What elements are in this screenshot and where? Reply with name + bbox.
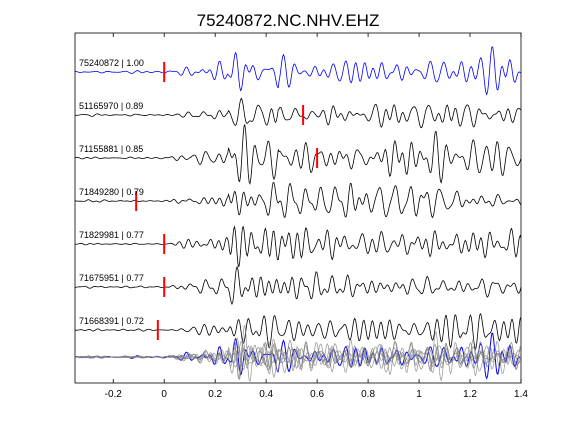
trace-row: 51165970 | 0.89 <box>74 97 522 129</box>
trace-row: 71675951 | 0.77 <box>74 265 522 306</box>
x-tick-label: 0.8 <box>361 389 375 400</box>
trace-row: 75240872 | 1.00 <box>74 46 522 96</box>
trace-waveform <box>74 123 522 185</box>
trace-row: 71155881 | 0.85 <box>74 123 522 185</box>
trace-waveform <box>74 313 522 351</box>
trace-label: 71668391 | 0.72 <box>79 316 144 326</box>
trace-label: 71829981 | 0.77 <box>79 230 144 240</box>
traces-layer: 75240872 | 1.00 51165970 | 0.89 71155881 |… <box>74 46 522 351</box>
trace-row: 71668391 | 0.72 <box>74 313 522 351</box>
trace-waveform <box>74 97 522 129</box>
trace-waveform <box>74 182 522 219</box>
overlay-stack <box>74 324 522 383</box>
x-tick-label: 1 <box>416 389 422 400</box>
plot-area-frame <box>74 32 522 384</box>
trace-row: 71829981 | 0.77 <box>74 225 522 268</box>
trace-label: 51165970 | 0.89 <box>79 101 143 111</box>
trace-label: 71155881 | 0.85 <box>79 144 143 154</box>
trace-label: 75240872 | 1.00 <box>79 58 144 68</box>
overlay-trace <box>74 340 522 377</box>
overlay-trace <box>74 336 522 375</box>
x-tick-label: 1.2 <box>463 389 477 400</box>
trace-waveform <box>74 46 522 96</box>
x-tick-label: 0.6 <box>310 389 324 400</box>
x-tick-label: -0.2 <box>105 389 123 400</box>
trace-label: 71849280 | 0.79 <box>79 187 144 197</box>
trace-waveform <box>74 225 522 268</box>
trace-label: 71675951 | 0.77 <box>79 273 144 283</box>
chart-title: 75240872.NC.NHV.EHZ <box>197 11 380 30</box>
x-tick-label: 1.4 <box>514 389 528 400</box>
x-tick-label: 0 <box>161 389 167 400</box>
trace-row: 71849280 | 0.79 <box>74 182 522 219</box>
trace-waveform <box>74 265 522 306</box>
x-tick-label: 0.4 <box>259 389 273 400</box>
x-axis: -0.2 0 0.2 0.4 0.6 0.8 1 1.2 1.4 <box>105 33 528 400</box>
x-tick-label: 0.2 <box>208 389 222 400</box>
